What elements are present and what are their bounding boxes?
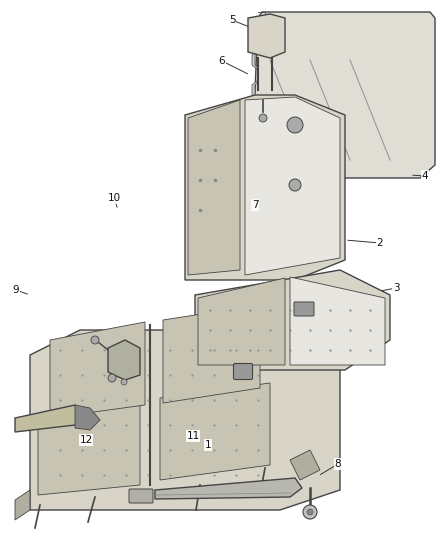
Polygon shape [248, 14, 285, 58]
Text: 5: 5 [229, 15, 235, 25]
Text: 8: 8 [335, 459, 341, 469]
Circle shape [287, 117, 303, 133]
Text: 11: 11 [187, 431, 200, 441]
Polygon shape [155, 478, 302, 499]
Polygon shape [15, 490, 30, 520]
Circle shape [289, 179, 301, 191]
Polygon shape [290, 277, 385, 365]
Text: 4: 4 [422, 171, 428, 181]
FancyBboxPatch shape [294, 302, 314, 316]
Polygon shape [252, 12, 435, 178]
Polygon shape [245, 97, 340, 275]
Polygon shape [163, 305, 260, 403]
Text: 3: 3 [393, 283, 399, 293]
Polygon shape [30, 330, 340, 510]
FancyBboxPatch shape [129, 489, 153, 503]
Polygon shape [252, 80, 258, 100]
Polygon shape [160, 383, 270, 480]
Polygon shape [50, 322, 145, 418]
Circle shape [307, 509, 313, 515]
Text: 2: 2 [377, 238, 383, 248]
Polygon shape [15, 405, 85, 432]
Circle shape [91, 336, 99, 344]
Polygon shape [198, 278, 285, 365]
Polygon shape [195, 270, 390, 370]
Polygon shape [38, 400, 140, 495]
Polygon shape [252, 110, 258, 130]
Circle shape [259, 114, 267, 122]
Polygon shape [108, 340, 140, 380]
Polygon shape [252, 140, 258, 160]
Circle shape [121, 379, 127, 385]
Polygon shape [185, 95, 345, 280]
Text: 9: 9 [13, 285, 19, 295]
Polygon shape [75, 405, 100, 430]
Circle shape [108, 374, 116, 382]
Text: 7: 7 [252, 200, 258, 210]
Polygon shape [188, 100, 240, 275]
Circle shape [303, 505, 317, 519]
Polygon shape [252, 50, 258, 70]
Text: 10: 10 [107, 193, 120, 203]
Polygon shape [290, 450, 320, 480]
Text: 6: 6 [219, 56, 225, 66]
FancyBboxPatch shape [233, 364, 252, 379]
Text: 1: 1 [205, 440, 211, 450]
Text: 12: 12 [79, 435, 92, 445]
